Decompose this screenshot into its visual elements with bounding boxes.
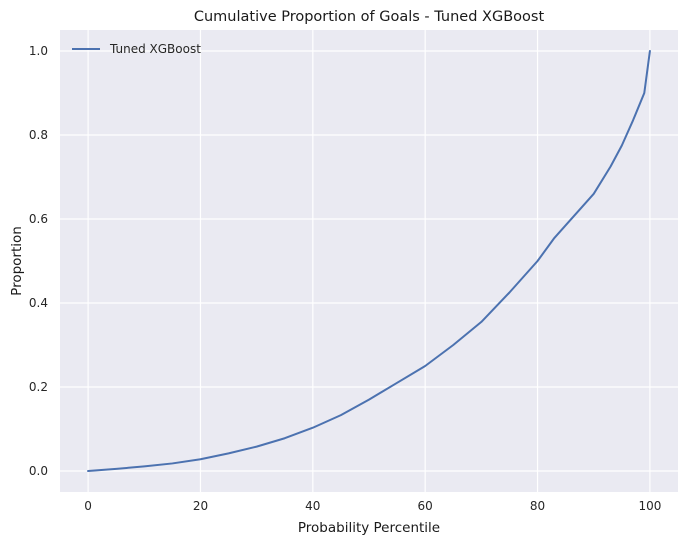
y-tick-labels: 0.0 0.2 0.4 0.6 0.8 1.0 [29, 44, 48, 478]
x-tick-label: 0 [84, 499, 92, 513]
x-tick-label: 100 [638, 499, 661, 513]
x-axis-label: Probability Percentile [298, 520, 440, 536]
y-gridlines [60, 50, 678, 472]
x-tick-label: 80 [530, 499, 545, 513]
legend-label-tuned-xgboost: Tuned XGBoost [109, 42, 201, 56]
y-tick-label: 0.4 [29, 296, 48, 310]
series-line-tuned-xgboost [87, 50, 651, 472]
legend: Tuned XGBoost [72, 42, 201, 56]
y-tick-label: 0.2 [29, 380, 48, 394]
x-tick-label: 20 [193, 499, 208, 513]
x-tick-label: 60 [418, 499, 433, 513]
series-layer [87, 50, 651, 472]
y-tick-label: 1.0 [29, 44, 48, 58]
y-tick-label: 0.8 [29, 128, 48, 142]
x-tick-label: 40 [305, 499, 320, 513]
y-axis-label: Proportion [9, 226, 25, 296]
plot-background [60, 30, 678, 492]
y-tick-label: 0.0 [29, 464, 48, 478]
x-tick-labels: 0 20 40 60 80 100 [84, 499, 661, 513]
chart-title: Cumulative Proportion of Goals - Tuned X… [194, 9, 545, 25]
y-tick-label: 0.6 [29, 212, 48, 226]
